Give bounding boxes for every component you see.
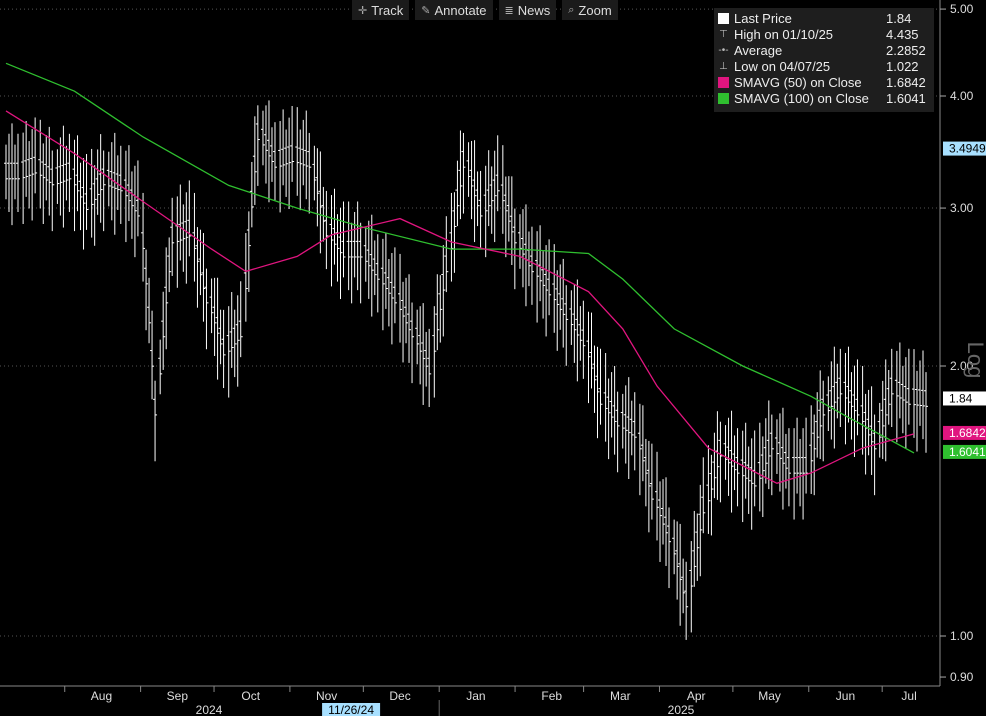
legend-row-high: ⊤ High on 01/10/25 4.435 [719,26,919,42]
right-value-badges: 3.4949 1.84 1.6842 1.6041 [943,141,986,459]
legend-row-average: -•- Average 2.2852 [718,42,926,58]
x-month-label: Feb [541,689,562,703]
x-month-label: Jun [836,689,855,703]
cursor-date-label: 11/26/24 [328,703,374,716]
y-tick-label: 1.00 [950,629,974,643]
track-button[interactable]: ✛ Track [352,0,410,20]
annotate-button[interactable]: ✎ Annotate [415,0,493,20]
y-tick-label: 2.00 [950,359,974,373]
chart-toolbar: ✛ Track ✎ Annotate ≣ News ⌕ Zoom [352,0,618,20]
x-month-label: Dec [389,689,410,703]
x-year-label-2025: 2025 [668,703,695,716]
chart-gridlines [0,8,940,637]
x-month-label: Jan [466,689,485,703]
sma50-line [5,110,915,484]
y-tick-label: 5.00 [950,2,974,16]
x-year-label-2024: 2024 [196,703,223,716]
low-marker-icon: ⊥ [719,60,728,72]
x-axis: Aug Sep Oct Nov Dec Jan Feb Mar Apr May Jun Jul 2024… [0,685,940,716]
news-button[interactable]: ≣ News [498,0,557,20]
chart-series-lines [5,62,915,484]
legend-row-low: ⊥ Low on 04/07/25 1.022 [719,58,919,74]
sma50-badge-bg [943,425,986,440]
zoom-button[interactable]: ⌕ Zoom [562,0,618,20]
last-price-badge-bg [943,391,986,406]
sma50-badge-label: 1.6842 [949,426,986,440]
legend-row-sma100: SMAVG (100) on Close 1.6041 [718,90,930,106]
y-tick-label: 3.00 [950,201,974,215]
crosshair-icon: ✛ [358,4,368,17]
magenta-square-icon [718,76,729,88]
y-axis-scale-label: Log [963,342,986,379]
x-month-label: Apr [687,689,706,703]
price-bars [4,100,928,640]
last-price-badge-label: 1.84 [949,391,973,405]
x-month-label: May [758,689,781,703]
x-month-label: Aug [91,689,112,703]
x-month-label: Jul [901,689,916,703]
legend-row-last-price: Last Price 1.84 [718,10,930,26]
sma100-line [5,62,915,454]
x-month-label: Nov [316,689,337,703]
high-marker-icon: ⊤ [719,28,728,40]
average-badge-label: 3.4949 [949,142,986,156]
pencil-icon: ✎ [421,4,431,17]
average-badge-bg [943,141,986,156]
cursor-date-badge [322,703,381,716]
news-icon: ≣ [504,4,514,17]
sma100-badge-bg [943,444,986,459]
sma100-badge-label: 1.6041 [949,445,986,459]
chart-legend: Last Price 1.84 ⊤ High on 01/10/25 4.435… [714,8,934,112]
y-axis: 5.00 4.00 3.00 2.00 1.00 0.90 Log [939,0,986,686]
legend-row-sma50: SMAVG (50) on Close 1.6842 [718,74,930,90]
white-square-icon [718,12,729,24]
x-month-label: Sep [167,689,189,703]
x-month-label: Mar [610,689,631,703]
green-square-icon [718,92,729,104]
average-marker-icon: -•- [718,44,729,56]
magnifier-icon: ⌕ [568,3,575,16]
y-tick-label: 4.00 [950,89,974,103]
y-tick-label: 0.90 [950,670,974,684]
x-month-label: Oct [241,689,260,703]
